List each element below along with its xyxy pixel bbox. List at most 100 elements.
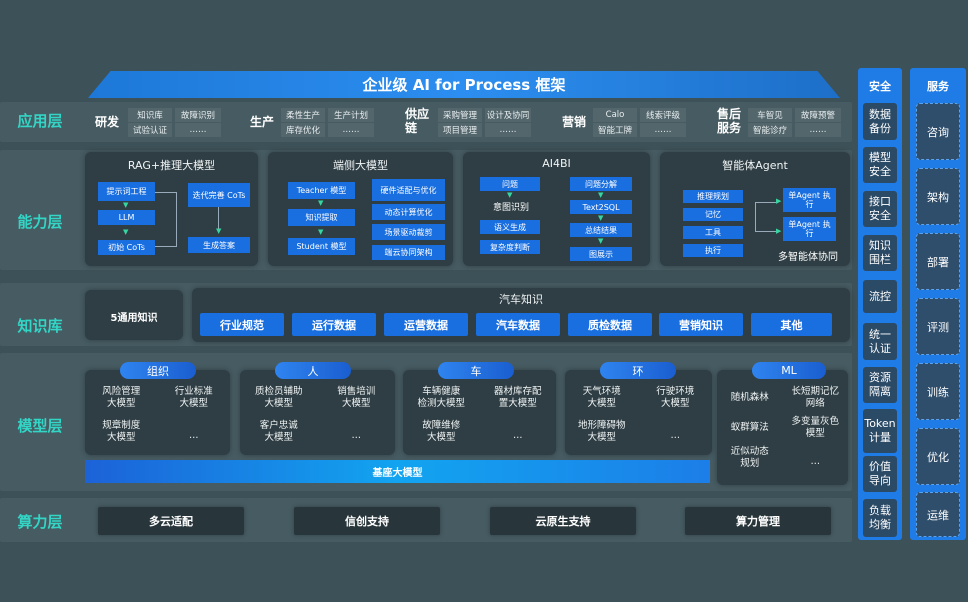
model-item: …: [189, 430, 199, 441]
service-item[interactable]: 评测: [916, 298, 960, 355]
app-item: 智能诊疗: [748, 123, 792, 137]
security-item[interactable]: 模型 安全: [863, 147, 897, 183]
knowledge-item: 运营数据: [384, 313, 468, 336]
model-category-pill: 人: [275, 362, 351, 379]
app-group-label: 生产: [250, 115, 275, 129]
security-item[interactable]: 统一 认证: [863, 323, 897, 360]
arrow-down-icon: ▼: [507, 191, 513, 199]
model-item: 行业标准 大模型: [174, 386, 213, 409]
security-column: 安全数据 备份模型 安全接口 安全知识 围栏流控统一 认证资源 隔离 Token …: [858, 68, 902, 540]
security-item[interactable]: 知识 围栏: [863, 235, 897, 271]
app-item: ……: [175, 123, 221, 137]
capability-box: 记忆: [683, 208, 743, 221]
app-item: 智能工牌: [593, 123, 637, 137]
capability-box: 问题: [480, 177, 540, 191]
knowledge-item: 营销知识: [659, 313, 743, 336]
capability-box: Student 模型: [288, 238, 355, 255]
panel-title: 智能体Agent: [722, 159, 788, 172]
model-item: 销售培训 大模型: [337, 386, 376, 409]
app-group-label: 研发: [95, 115, 120, 129]
capability-box: Text2SQL: [570, 200, 632, 214]
model-item: 随机森林: [730, 392, 769, 403]
connector-line: [755, 202, 777, 232]
general-knowledge-label: 5通用知识: [110, 313, 158, 324]
app-group-label: 售后服务: [717, 107, 742, 135]
arrow-down-icon: ▼: [598, 214, 604, 222]
capability-box: 执行: [683, 244, 743, 257]
layer-label: 知识库: [17, 317, 63, 335]
service-item[interactable]: 架构: [916, 168, 960, 225]
app-item: ……: [485, 123, 531, 137]
model-category-pill: ML: [752, 362, 826, 379]
security-item[interactable]: 流控: [863, 280, 897, 313]
model-item: …: [351, 430, 362, 441]
arrow-down-icon: ▼: [216, 227, 222, 235]
auto-knowledge-title: 汽车知识: [499, 293, 543, 306]
app-group-label: 营销: [562, 115, 587, 129]
model-item: 规章制度 大模型: [102, 420, 141, 443]
layer-label: 能力层: [17, 213, 63, 231]
capability-panel-edge: 端侧大模型 Teacher 模型 知识提取 Student 模型 硬件适配与优化 动态计算…: [268, 152, 453, 266]
knowledge-item: 其他: [751, 313, 832, 336]
model-panel: 质检员辅助 大模型 销售培训 大模型 客户忠诚 大模型…: [240, 370, 395, 455]
security-item[interactable]: 负载 均衡: [863, 499, 897, 537]
framework-title: 企业级 AI for Process 框架: [88, 71, 840, 98]
capability-box: 问题分解: [570, 177, 632, 191]
service-item[interactable]: 优化: [916, 428, 960, 485]
app-item: ……: [640, 123, 686, 137]
capability-box: 初始 CoTs: [98, 240, 155, 255]
security-title: 安全: [869, 80, 891, 93]
app-item: Calo: [593, 108, 637, 122]
app-item: ……: [328, 123, 374, 137]
model-item: 行驶环境 大模型: [656, 386, 695, 409]
connector-line: [155, 192, 177, 247]
service-item[interactable]: 运维: [916, 492, 960, 537]
app-item: 生产计划: [328, 108, 374, 122]
service-item[interactable]: 部署: [916, 233, 960, 290]
model-item: 故障维修 大模型: [422, 420, 461, 443]
capability-box: 总结结果: [570, 223, 632, 237]
service-item[interactable]: 咨询: [916, 103, 960, 160]
model-item: 近似动态 规划: [730, 446, 769, 469]
knowledge-item: 汽车数据: [476, 313, 560, 336]
capability-panel-agent: 智能体Agent 推理规划 记忆 工具 执行 单Agent 执行 单Agent 执行 ▶ ▶ 多智…: [660, 152, 850, 266]
app-item: 车智见: [748, 108, 792, 122]
arrow-down-icon: ▼: [598, 191, 604, 199]
model-item: …: [810, 456, 821, 467]
knowledge-item: 行业规范: [200, 313, 284, 336]
security-item[interactable]: 数据 备份: [863, 103, 897, 140]
service-item[interactable]: 训练: [916, 363, 960, 420]
general-knowledge-box: 5通用知识: [85, 290, 183, 340]
capability-panel-ai4bi: AI4BI 问题 意图识别 语义生成 复杂度判断 问题分解 Text2SQL 总结结果 图展示 ▼…: [463, 152, 650, 266]
security-item[interactable]: 接口 安全: [863, 191, 897, 227]
app-group-label: 供应链: [405, 107, 430, 135]
model-item: 质检员辅助 大模型: [254, 386, 303, 409]
service-title: 服务: [927, 80, 949, 93]
panel-title: AI4BI: [542, 157, 571, 170]
arrow-right-icon: ▶: [776, 227, 782, 235]
model-category-pill: 车: [438, 362, 514, 379]
capability-box: 知识提取: [288, 209, 355, 226]
security-item[interactable]: Token 计量: [863, 409, 897, 453]
capability-box: 场景驱动裁剪: [372, 224, 445, 240]
service-column: 服务咨询架构部署评测训练优化运维: [910, 68, 966, 540]
compute-item: 多云适配: [98, 507, 244, 535]
layer-label: 应用层: [17, 112, 63, 130]
model-panel: 风险管理 大模型 行业标准 大模型 规章制度 大模型…: [85, 370, 230, 455]
capability-box: Teacher 模型: [288, 182, 355, 199]
capability-box: 图展示: [570, 247, 632, 261]
arrow-right-icon: ▶: [776, 197, 782, 205]
capability-box: 硬件适配与优化: [372, 179, 445, 201]
app-item: 线索评级: [640, 108, 686, 122]
app-item: 试验认证: [128, 123, 172, 137]
model-item: 长短期记忆 网络: [791, 386, 839, 409]
arrow-down-icon: ▼: [123, 228, 129, 236]
arrow-down-icon: ▼: [123, 201, 129, 209]
model-item: 蚁群算法: [730, 422, 769, 433]
model-panel: 天气环境 大模型 行驶环境 大模型 地形障碍物 大模型…: [565, 370, 712, 455]
model-panel: 随机森林 长短期记忆 网络 蚁群算法 多变量灰色 模型 近似动态 规划…: [717, 370, 848, 485]
app-item: 设计及协同: [485, 108, 531, 122]
security-item[interactable]: 价值 导向: [863, 456, 897, 492]
arrow-down-icon: ▼: [318, 228, 324, 236]
security-item[interactable]: 资源 隔离: [863, 367, 897, 403]
